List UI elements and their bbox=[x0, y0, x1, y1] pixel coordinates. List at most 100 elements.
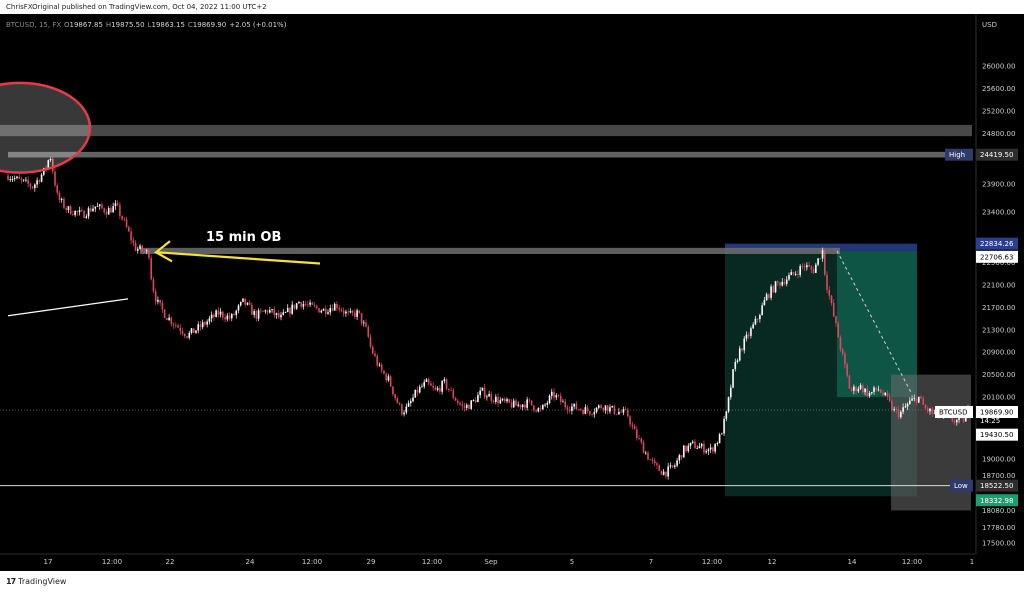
candle-body bbox=[27, 179, 29, 184]
candle-body bbox=[627, 409, 629, 417]
candle-body bbox=[264, 310, 267, 312]
candle-body bbox=[568, 410, 571, 411]
candle-body bbox=[900, 411, 902, 418]
candle-body bbox=[866, 388, 869, 397]
time-tick-label: 17 bbox=[44, 558, 53, 566]
candle-body bbox=[121, 215, 123, 220]
candle-body bbox=[172, 323, 175, 325]
candle-body bbox=[797, 273, 799, 275]
candle-body bbox=[651, 459, 654, 461]
candle-body bbox=[284, 312, 287, 313]
candle-body bbox=[18, 176, 20, 179]
candle-body bbox=[295, 303, 298, 309]
candle-body bbox=[157, 299, 159, 302]
tradingview-logo-icon: 17 bbox=[6, 577, 16, 586]
projection-line[interactable] bbox=[836, 250, 913, 395]
candle-body bbox=[544, 404, 546, 406]
candle-body bbox=[503, 398, 506, 402]
candle-body bbox=[324, 308, 327, 314]
candle-body bbox=[20, 178, 23, 180]
candle-body bbox=[246, 302, 249, 305]
candle-body bbox=[781, 281, 784, 286]
price-tick-label: 25200.00 bbox=[982, 107, 1015, 115]
candle-body bbox=[166, 317, 168, 321]
price-tick-label: 21700.00 bbox=[982, 304, 1015, 312]
candle-body bbox=[712, 447, 714, 452]
candle-body bbox=[613, 405, 616, 414]
candle-body bbox=[828, 289, 831, 296]
stop-zone[interactable] bbox=[725, 243, 917, 251]
time-tick-label: 7 bbox=[649, 558, 653, 566]
candle-body bbox=[667, 466, 669, 477]
candle-body bbox=[958, 417, 960, 420]
time-axis[interactable]: 17 12:00 22 24 12:00 29 12:00 Sep 5 7 12:00 12 14 12:… bbox=[44, 558, 975, 566]
candle-body bbox=[490, 394, 493, 401]
candle-body bbox=[430, 383, 432, 386]
candle-body bbox=[154, 291, 157, 302]
candle-body bbox=[624, 409, 627, 411]
position-zones[interactable] bbox=[725, 243, 971, 511]
candle-body bbox=[597, 405, 600, 408]
candle-body bbox=[175, 324, 177, 326]
candle-body bbox=[333, 303, 336, 311]
candle-body bbox=[204, 322, 206, 325]
low-price-tag-bg bbox=[976, 479, 1018, 492]
candle-body bbox=[338, 308, 340, 310]
candle-body bbox=[671, 465, 674, 467]
candle-body bbox=[931, 408, 933, 414]
candle-body bbox=[790, 272, 793, 276]
price-chart[interactable]: 15 min OB BTCUSD, 15, FX O19867.85 H19875… bbox=[0, 14, 1024, 571]
candle-body bbox=[902, 407, 904, 412]
candle-body bbox=[669, 465, 672, 467]
candle-body bbox=[244, 298, 247, 305]
candle-body bbox=[533, 405, 535, 411]
candle-body bbox=[546, 402, 549, 405]
high-price-tag-value: 24419.50 bbox=[980, 151, 1013, 159]
ob-label: 15 min OB bbox=[206, 230, 281, 245]
candle-body bbox=[808, 265, 810, 267]
drawings[interactable]: 15 min OB bbox=[0, 81, 913, 395]
price-tick-label: 21300.00 bbox=[982, 326, 1015, 334]
last-price-tag-value: 19869.90 bbox=[980, 409, 1013, 417]
candle-body bbox=[716, 443, 719, 444]
candle-body bbox=[228, 315, 231, 319]
candle-body bbox=[445, 379, 448, 389]
profit-zone[interactable] bbox=[837, 250, 917, 398]
candle-body bbox=[580, 409, 582, 411]
candle-body bbox=[864, 388, 866, 393]
candle-body bbox=[206, 321, 208, 325]
candle-body bbox=[385, 373, 387, 381]
candle-body bbox=[794, 273, 797, 275]
candle-body bbox=[311, 302, 314, 305]
candle-body bbox=[152, 279, 155, 292]
candle-body bbox=[128, 227, 130, 232]
candle-body bbox=[38, 180, 41, 182]
trend-line[interactable] bbox=[7, 298, 129, 317]
candle-body bbox=[526, 399, 528, 408]
candle-body bbox=[584, 407, 587, 414]
candle-body bbox=[844, 353, 846, 365]
ob-arrow-head[interactable] bbox=[154, 240, 173, 263]
candle-body bbox=[179, 327, 182, 332]
candle-body bbox=[83, 210, 85, 218]
candle-body bbox=[248, 302, 251, 305]
candle-body bbox=[486, 396, 488, 398]
candle-body bbox=[832, 303, 835, 317]
candle-body bbox=[817, 258, 819, 265]
candle-body bbox=[470, 400, 473, 409]
candle-body bbox=[662, 471, 665, 475]
candle-body bbox=[170, 317, 173, 324]
plot-area[interactable] bbox=[0, 14, 976, 554]
candle-body bbox=[873, 387, 875, 392]
highlight-ellipse[interactable] bbox=[0, 81, 92, 174]
candle-body bbox=[510, 402, 513, 408]
candle-body bbox=[188, 332, 191, 338]
candle-body bbox=[680, 455, 683, 458]
candle-body bbox=[922, 398, 925, 405]
publish-header: ChrisFXOriginal published on TradingView… bbox=[0, 0, 1024, 14]
price-axis[interactable]: 26000.00 25600.00 25200.00 24800.00 23900.00… bbox=[982, 63, 1015, 548]
candle-body bbox=[459, 402, 461, 405]
ob-arrow-shaft[interactable] bbox=[157, 251, 321, 265]
candle-body bbox=[242, 298, 244, 302]
candle-body bbox=[9, 179, 12, 180]
